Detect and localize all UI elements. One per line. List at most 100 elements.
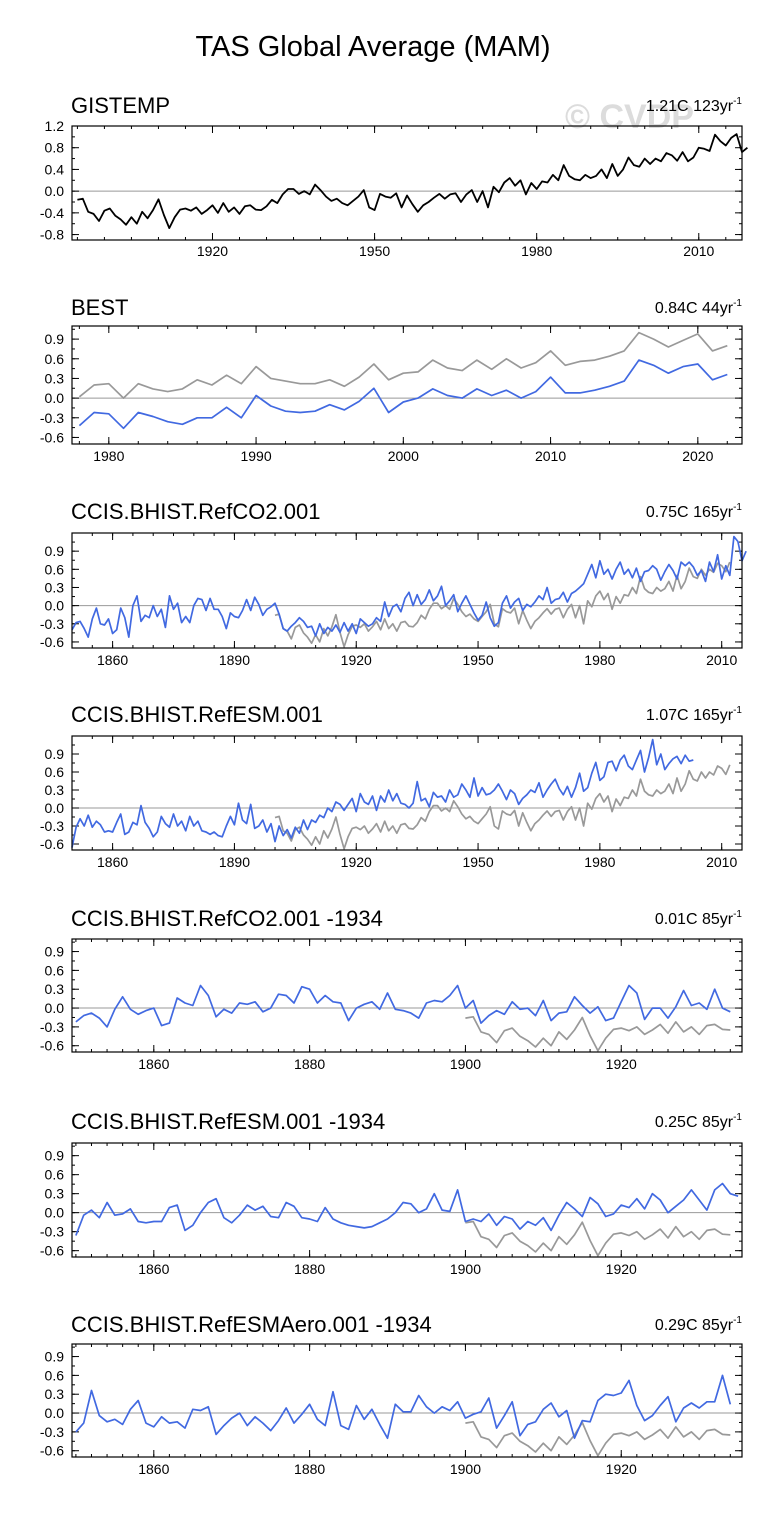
trend-value: 0.75C [646,504,689,521]
panel-4: CCIS.BHIST.RefESM.001 1.07C 165yr-1 -0.6 -0… [40,702,743,870]
watermark: © CVDP [565,98,694,136]
y-tick-label: 0.4 [45,161,65,177]
panels: GISTEMP 1.21C 123yr-1-0.8-0.40.00.40.81.2… [40,93,748,1477]
y-tick-label: -0.3 [40,818,64,834]
y-tick-label: 0.6 [45,764,65,780]
y-tick-label: 0.8 [45,140,65,156]
x-tick-label: 1950 [462,854,493,870]
x-tick-label: 2010 [706,652,737,668]
y-tick-label: 0.6 [45,561,65,577]
trend-label: 1.21C 123yr-1 [646,96,743,115]
plot-frame [71,938,743,1053]
trend-years: 165yr [693,504,734,521]
y-tick-label: 0.6 [45,1167,65,1183]
trend-value: 0.25C [655,1114,698,1131]
x-tick-label: 1920 [341,652,372,668]
y-tick-label: 0.3 [45,579,65,595]
y-tick-label: 0.9 [45,746,65,762]
trend-exponent: -1 [733,1112,742,1123]
trend-exponent: -1 [733,298,742,309]
trend-value: 1.21C [646,98,689,115]
trend-years: 165yr [693,707,734,724]
series-line-model [75,1182,739,1236]
y-tick-label: 0.0 [45,598,65,614]
x-tick-label: 1890 [219,854,250,870]
y-tick-label: 0.9 [45,331,65,347]
y-tick-label: 0.0 [45,1000,65,1016]
x-tick-label: 1980 [521,243,552,259]
y-tick-label: 1.2 [45,118,65,134]
y-tick-label: -0.3 [40,1224,64,1240]
series-line-ref [465,1015,731,1052]
series-line-model [78,359,728,430]
panel-title: GISTEMP [71,93,170,118]
trend-label: 0.75C 165yr-1 [646,502,743,521]
trend-years: 123yr [693,98,734,115]
panel-3: CCIS.BHIST.RefCO2.001 0.75C 165yr-1 -0.6 -0… [40,499,747,668]
y-tick-label: 0.0 [45,1205,65,1221]
y-tick-label: 0.0 [45,800,65,816]
y-tick-label: 0.3 [45,1386,65,1402]
trend-exponent: -1 [733,502,742,513]
y-tick-label: -0.6 [40,836,64,852]
plot-frame [71,1142,743,1258]
trend-years: 85yr [702,1317,734,1334]
x-tick-label: 1860 [97,652,128,668]
y-tick-label: -0.6 [40,634,64,650]
x-tick-label: 1950 [359,243,390,259]
x-tick-label: 2020 [682,448,713,464]
panel-title: CCIS.BHIST.RefESM.001 -1934 [71,1109,385,1134]
series-line-ref [78,331,728,399]
y-tick-label: -0.6 [40,429,64,445]
y-tick-label: -0.3 [40,1424,64,1440]
y-tick-label: 0.6 [45,1367,65,1383]
x-tick-label: 1920 [606,1056,637,1072]
x-tick-label: 1920 [606,1461,637,1477]
y-tick-label: -0.6 [40,1038,64,1054]
x-tick-label: 1980 [584,854,615,870]
x-tick-label: 1880 [294,1261,325,1277]
x-tick-label: 1880 [294,1056,325,1072]
x-tick-label: 2010 [535,448,566,464]
panel-2: BEST 0.84C 44yr-1 -0.6 -0.3 0.0 0.3 0.6 0.9 1980… [40,295,743,464]
trend-label: 0.01C 85yr-1 [655,909,743,928]
panel-6: CCIS.BHIST.RefESM.001 -1934 0.25C 85yr-1-… [40,1109,743,1277]
trend-label: 1.07C 165yr-1 [646,705,743,724]
x-tick-label: 1860 [97,854,128,870]
y-tick-label: 0.0 [45,390,65,406]
x-tick-label: 1900 [450,1461,481,1477]
trend-label: 0.29C 85yr-1 [655,1315,743,1334]
trend-years: 85yr [702,911,734,928]
y-tick-label: 0.9 [45,1349,65,1365]
plot-frame [71,735,743,851]
plot-frame [71,325,743,445]
series-line-obs [77,133,748,230]
trend-years: 44yr [702,300,734,317]
plot-frame [71,532,743,649]
x-tick-label: 1920 [197,243,228,259]
y-tick-label: -0.6 [40,1443,64,1459]
x-tick-label: 1860 [138,1461,169,1477]
panel-1: GISTEMP 1.21C 123yr-1 -0.8 -0.4 0.0 0.4 0.8 1.2… [40,93,748,259]
x-tick-label: 1980 [93,448,124,464]
figure-title: TAS Global Average (MAM) [195,31,550,63]
series-line-model [71,738,694,848]
y-tick-label: -0.8 [40,227,64,243]
series-line-ref [274,764,731,850]
trend-exponent: -1 [733,1315,742,1326]
trend-value: 0.84C [655,300,698,317]
y-tick-label: 0.9 [45,543,65,559]
x-tick-label: 2010 [683,243,714,259]
y-tick-label: 0.3 [45,370,65,386]
y-tick-label: 0.3 [45,1186,65,1202]
x-tick-label: 2010 [706,854,737,870]
x-tick-label: 1860 [138,1261,169,1277]
trend-exponent: -1 [733,909,742,920]
y-tick-label: -0.3 [40,616,64,632]
x-tick-label: 1900 [450,1056,481,1072]
panel-title: CCIS.BHIST.RefESM.001 [71,702,323,727]
y-tick-label: 0.6 [45,351,65,367]
trend-value: 1.07C [646,707,689,724]
y-tick-label: 0.0 [45,1405,65,1421]
